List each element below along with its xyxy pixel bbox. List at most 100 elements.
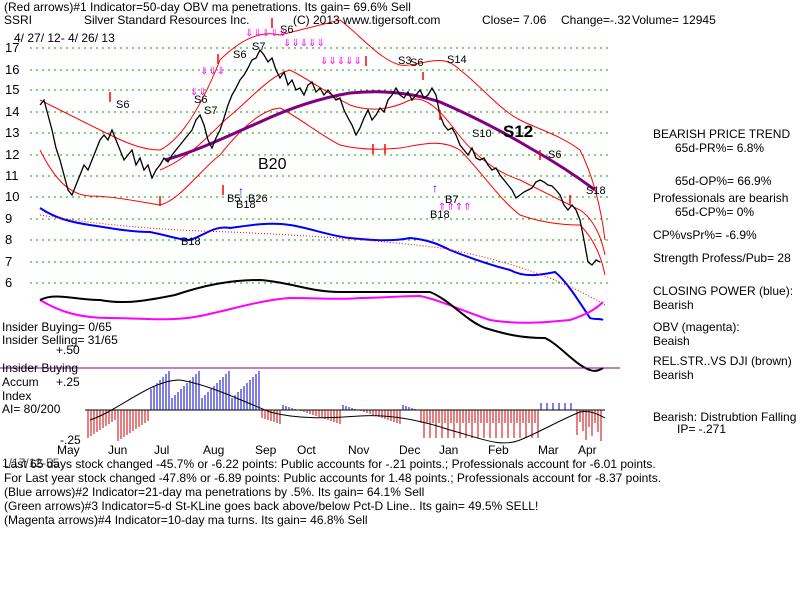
accum-ma	[89, 379, 606, 444]
symbol: SSRI	[4, 13, 33, 27]
y-tick-15: 15	[5, 82, 20, 97]
signal-b26: B26	[248, 193, 268, 205]
cp-vs-pr: CP%vsPr%= -6.9%	[653, 228, 757, 242]
professionals-bearish: Professionals are bearish	[653, 191, 789, 205]
change-value: Change=-.32	[561, 13, 631, 27]
price-line	[39, 48, 601, 266]
insider-selling: Insider Selling= 31/65	[2, 333, 118, 347]
x-tick-jan: Jan	[439, 443, 459, 457]
bearish-trend: BEARISH PRICE TREND	[653, 127, 791, 141]
svg-text:↑: ↑	[432, 181, 438, 195]
red-arrows	[109, 18, 571, 206]
closing-power-line	[39, 207, 604, 321]
footer-line-3: (Blue arrows)#2 Indicator=21-day ma pene…	[4, 485, 425, 499]
y-tick-12: 12	[5, 147, 20, 162]
stock-chart: S6 S6 S7 S6 S7 S6 S3 S6 S14 S10 S6 S18 B…	[0, 18, 620, 444]
signal-s6-5: S6	[410, 57, 423, 69]
closing-power-value: Bearish	[653, 298, 694, 312]
y-tick-17: 17	[5, 40, 20, 55]
obv-line	[39, 294, 604, 324]
accum-plus50: +.50	[56, 343, 80, 357]
y-tick-13: 13	[5, 125, 20, 140]
x-tick-jun: Jun	[108, 443, 128, 457]
lower-band	[39, 107, 606, 276]
signal-s12: S12	[503, 122, 533, 141]
x-tick-sep: Sep	[255, 443, 277, 457]
svg-text:⇓⇓⇓⇓⇓: ⇓⇓⇓⇓⇓	[283, 38, 325, 49]
accum-minus25: -.25	[60, 433, 81, 447]
signal-s6-2: S6	[194, 94, 207, 106]
x-tick-aug: Aug	[203, 443, 225, 457]
relstr-label: REL.STR..VS DJI (brown)	[653, 354, 792, 368]
pr-value: 65d-PR%= 6.8%	[675, 141, 765, 155]
signal-s6-1: S6	[116, 99, 129, 111]
accum-histogram	[87, 371, 602, 441]
signal-s3: S3	[398, 55, 411, 67]
y-tick-10: 10	[5, 189, 20, 204]
x-tick-dec: Dec	[399, 443, 421, 457]
distribution-label: Bearish: Distrubtion Falling	[653, 410, 797, 424]
x-tick-mar: Mar	[538, 443, 559, 457]
y-tick-16: 16	[5, 62, 20, 77]
svg-text:⇑⇑⇑⇑: ⇑⇑⇑⇑	[438, 202, 472, 213]
svg-text:⇓⇓⇓⇓⇓: ⇓⇓⇓⇓⇓	[320, 56, 362, 67]
upper-band	[39, 19, 606, 241]
accum-plus25: +.25	[56, 375, 80, 389]
relstr-value: Bearish	[653, 368, 694, 382]
index-label: Index	[2, 389, 32, 403]
signal-b5: B5	[227, 193, 240, 205]
insider-buying: Insider Buying= 0/65	[2, 320, 112, 334]
footer-line-4: (Green arrows)#3 Indicator=5-d St-KLine …	[4, 499, 539, 513]
obv-value: Beaish	[653, 334, 690, 348]
op-value: 65d-OP%= 66.9%	[675, 174, 772, 188]
y-tick-6: 6	[5, 275, 13, 290]
strength-profess-pub: Strength Profess/Pub= 28	[653, 251, 791, 265]
signal-b18-1: B18	[236, 199, 256, 211]
closing-power-label: CLOSING POWER (blue):	[653, 284, 794, 298]
gridlines	[30, 47, 610, 284]
y-tick-7: 7	[5, 254, 13, 269]
relstr-line	[39, 278, 604, 372]
indicator-line-1: (Red arrows)#1 Indicator=50-day OBV ma p…	[4, 0, 411, 14]
footer-line-1: Last 65 days stock changed -45.7% or -6.…	[4, 457, 656, 471]
svg-text:⇓⇓⇓: ⇓⇓⇓	[200, 66, 225, 77]
signal-b18-3: B18	[430, 209, 450, 221]
x-tick-jul: Jul	[154, 443, 170, 457]
x-tick-nov: Nov	[348, 443, 370, 457]
signal-s7-2: S7	[252, 41, 265, 53]
ma-line	[164, 90, 596, 192]
signal-b7: B7	[445, 194, 458, 206]
signal-s6-6: S6	[548, 149, 561, 161]
y-tick-8: 8	[5, 232, 13, 247]
y-tick-11: 11	[5, 168, 19, 183]
x-tick-may: May	[57, 443, 80, 457]
x-tick-oct: Oct	[297, 443, 316, 457]
inner-band	[159, 69, 606, 256]
y-tick-9: 9	[5, 211, 13, 226]
signal-s14: S14	[447, 54, 467, 66]
svg-text:↑: ↑	[238, 184, 244, 198]
signal-s18: S18	[586, 185, 606, 197]
insider-buying-2: Insider Buying	[2, 361, 79, 375]
signal-s6-3: S6	[233, 49, 246, 61]
ai-value: AI= 80/200	[2, 402, 61, 416]
volume-value: Volume= 12945	[632, 13, 716, 27]
signal-s7-1: S7	[204, 105, 217, 117]
footer-line-5: (Magenta arrows)#4 Indicator=10-day ma t…	[4, 513, 368, 527]
x-tick-feb: Feb	[488, 443, 509, 457]
signal-s10: S10	[472, 128, 492, 140]
svg-text:⇓⇓: ⇓⇓	[190, 87, 207, 98]
signal-s6-4: S6	[280, 24, 293, 36]
blue-arrows: ↑ ↑	[238, 181, 438, 198]
obv-label: OBV (magenta):	[653, 320, 740, 334]
magenta-arrows: ⇓⇓⇓⇓⇓⇓⇓⇓ ⇓⇓⇓⇓⇓⇓⇓⇓⇓⇓ ⇓⇓⇑⇑⇑⇑	[190, 28, 472, 213]
footer-prefix: 1/17/12-55	[2, 456, 60, 470]
copyright: (C) 2013 www.tigersoft.com	[293, 13, 441, 27]
company-name: Silver Standard Resources Inc.	[84, 13, 250, 27]
x-tick-apr: Apr	[578, 443, 597, 457]
signal-b20: B20	[258, 156, 287, 173]
close-value: Close= 7.06	[482, 13, 547, 27]
accum-label: Accum	[2, 375, 39, 389]
cp-value: 65d-CP%= 0%	[675, 205, 755, 219]
signal-b18-2: B18	[181, 236, 201, 248]
